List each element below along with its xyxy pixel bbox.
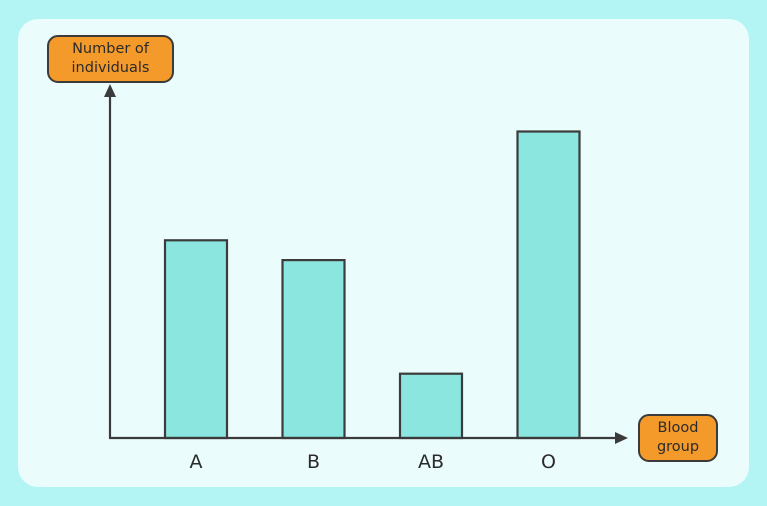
y-axis-label: Number of individuals: [47, 35, 174, 83]
x-axis-label-line-2: group: [656, 439, 700, 455]
bar-a: [163, 239, 229, 440]
x-tick-label-b: B: [307, 451, 320, 473]
y-axis-label-line-2: individuals: [71, 60, 150, 76]
bar-o: [516, 130, 581, 440]
bars: [163, 130, 581, 440]
x-axis-arrow: [615, 432, 628, 444]
x-tick-label-ab: AB: [418, 451, 444, 473]
bar-b: [281, 259, 346, 440]
y-axis-label-line-1: Number of: [72, 41, 149, 57]
x-tick-label-o: O: [541, 451, 556, 473]
y-axis-arrow: [104, 84, 116, 97]
bar-ab: [398, 372, 464, 440]
x-tick-label-a: A: [190, 451, 203, 473]
chart-panel: [18, 19, 749, 487]
x-axis-label-line-1: Blood: [657, 420, 699, 436]
x-tick-labels: A B AB O: [190, 451, 556, 473]
x-axis-label: Blood group: [638, 414, 718, 462]
axes: [104, 84, 628, 444]
